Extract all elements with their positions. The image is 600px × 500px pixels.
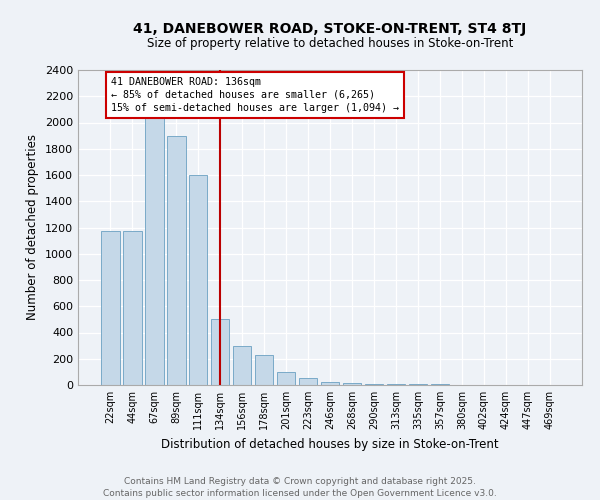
- Text: Contains HM Land Registry data © Crown copyright and database right 2025.: Contains HM Land Registry data © Crown c…: [124, 478, 476, 486]
- Bar: [233, 346, 251, 385]
- Y-axis label: Number of detached properties: Number of detached properties: [26, 134, 40, 320]
- Bar: [343, 383, 361, 385]
- Bar: [145, 103, 164, 385]
- Bar: [409, 384, 427, 385]
- Bar: [123, 231, 142, 385]
- Bar: [211, 320, 229, 385]
- Bar: [431, 384, 449, 385]
- X-axis label: Distribution of detached houses by size in Stoke-on-Trent: Distribution of detached houses by size …: [161, 438, 499, 450]
- Bar: [255, 356, 274, 385]
- Bar: [320, 382, 340, 385]
- Bar: [365, 384, 383, 385]
- Text: 41, DANEBOWER ROAD, STOKE-ON-TRENT, ST4 8TJ: 41, DANEBOWER ROAD, STOKE-ON-TRENT, ST4 …: [133, 22, 527, 36]
- Bar: [189, 175, 208, 385]
- Text: Size of property relative to detached houses in Stoke-on-Trent: Size of property relative to detached ho…: [147, 38, 513, 51]
- Bar: [167, 136, 185, 385]
- Bar: [101, 231, 119, 385]
- Text: 41 DANEBOWER ROAD: 136sqm
← 85% of detached houses are smaller (6,265)
15% of se: 41 DANEBOWER ROAD: 136sqm ← 85% of detac…: [111, 76, 399, 113]
- Bar: [277, 372, 295, 385]
- Bar: [299, 378, 317, 385]
- Bar: [386, 384, 405, 385]
- Text: Contains public sector information licensed under the Open Government Licence v3: Contains public sector information licen…: [103, 489, 497, 498]
